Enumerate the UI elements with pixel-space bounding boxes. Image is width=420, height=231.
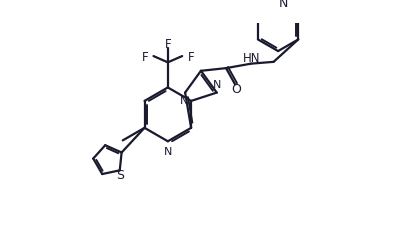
Text: N: N: [180, 96, 189, 106]
Text: HN: HN: [242, 52, 260, 65]
Text: O: O: [231, 83, 241, 96]
Text: S: S: [116, 169, 124, 182]
Text: N: N: [213, 80, 221, 90]
Text: N: N: [164, 146, 172, 156]
Text: F: F: [142, 50, 148, 63]
Text: N: N: [279, 0, 289, 10]
Text: F: F: [165, 38, 171, 51]
Text: F: F: [188, 50, 194, 63]
